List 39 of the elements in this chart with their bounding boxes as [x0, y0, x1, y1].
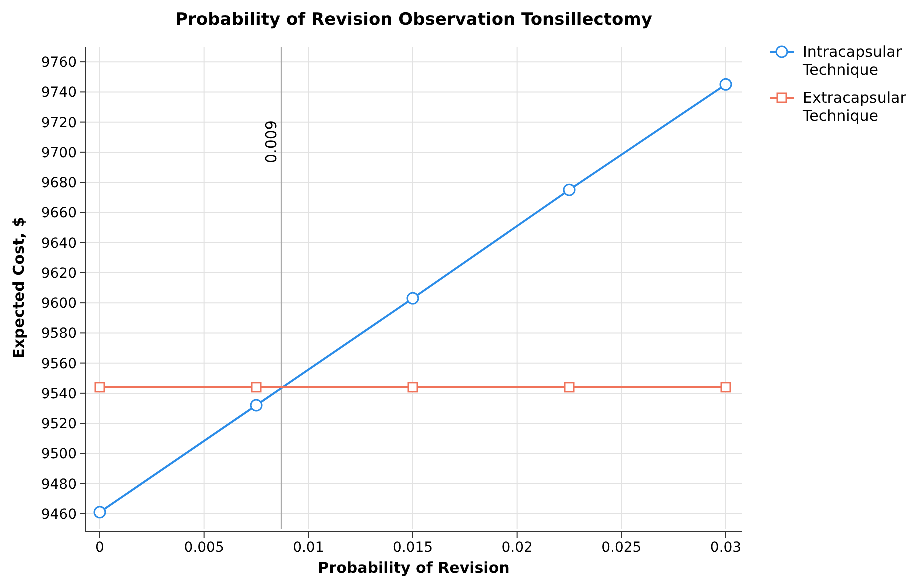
x-tick-label: 0.005 — [184, 540, 224, 556]
x-axis-title: Probability of Revision — [318, 559, 510, 577]
y-tick-label: 9720 — [41, 115, 77, 132]
y-tick-label: 9660 — [41, 206, 77, 222]
y-tick-label: 9480 — [41, 476, 77, 493]
point — [563, 184, 576, 196]
x-tick-label: 0.015 — [392, 540, 434, 556]
y-tick-label: 9700 — [41, 145, 77, 162]
point — [406, 292, 420, 305]
y-tick-label: 9500 — [41, 446, 77, 463]
y-tick-label: 9760 — [41, 55, 77, 72]
y-tick-label: 9560 — [41, 356, 77, 372]
point — [408, 382, 418, 393]
point — [94, 506, 106, 519]
ref-line-label: 0.009 — [262, 120, 281, 164]
chart-title: Probability of Revision Observation Tonsillectomy — [176, 10, 652, 30]
point — [720, 382, 732, 393]
point — [250, 399, 263, 412]
point — [94, 382, 106, 393]
x-tick-label: 0.01 — [293, 540, 324, 556]
y-tick-label: 9620 — [41, 266, 77, 282]
legend-label: Extracapsular Technique — [802, 89, 908, 125]
x-tick-label: 0.02 — [502, 540, 533, 556]
point — [564, 382, 575, 393]
x-tick-label: 0 — [96, 540, 104, 556]
y-axis-title: Expected Cost, $ — [10, 217, 28, 359]
y-tick-label: 9520 — [41, 416, 77, 433]
point — [251, 382, 262, 393]
y-tick-label: 9600 — [41, 296, 77, 312]
y-tick-label: 9460 — [41, 506, 77, 523]
y-tick-label: 9680 — [41, 176, 77, 192]
x-tick-label: 0.025 — [602, 540, 642, 556]
y-tick-label: 9540 — [41, 386, 77, 402]
point — [720, 78, 732, 91]
x-tick-label: 0.03 — [710, 540, 742, 556]
legend-label: Intracapsular Technique — [802, 43, 903, 79]
y-tick-label: 9740 — [41, 85, 77, 102]
y-tick-label: 9580 — [41, 326, 77, 342]
y-tick-label: 9640 — [41, 236, 77, 252]
